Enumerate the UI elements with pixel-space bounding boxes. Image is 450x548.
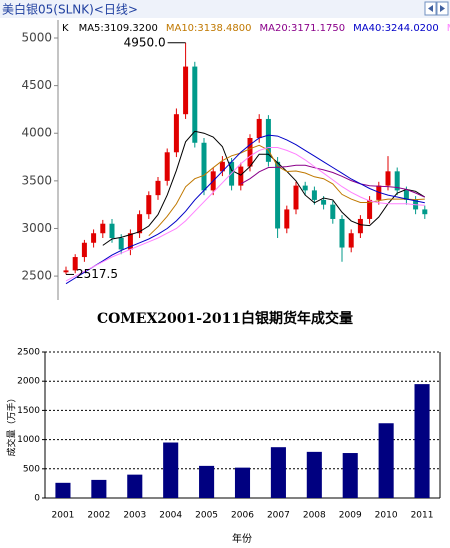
ma-line [65, 134, 425, 285]
y-tick-label: 4000 [21, 126, 52, 140]
candle-body [63, 270, 69, 273]
candle-body [302, 185, 308, 191]
candle-body [118, 238, 124, 250]
y-tick-label: 5000 [21, 31, 52, 45]
x-tick-label: 2003 [123, 511, 146, 521]
candle-body [164, 152, 170, 181]
x-tick-label: 2001 [52, 511, 75, 521]
candle-body [367, 199, 373, 219]
y-tick-label: 4500 [21, 78, 52, 92]
candle-body [81, 242, 87, 258]
annotation: 4950.0 [124, 35, 166, 49]
y-tick-label: 2500 [21, 269, 52, 283]
x-axis-title: 年份 [232, 532, 252, 545]
candle-body [219, 161, 225, 172]
ma-line [102, 130, 426, 246]
ma-line [240, 164, 426, 198]
bar [378, 423, 394, 498]
y-tick-label: 2000 [17, 377, 40, 387]
legend-entry: MA5:3109.3200 [79, 23, 158, 34]
candle-body [339, 218, 345, 248]
candle-body [348, 233, 354, 248]
legend-entry: MA20:3171.1750 [259, 23, 345, 34]
bar [414, 384, 430, 498]
candle-body [146, 195, 152, 215]
legend-entry: MA6 [447, 23, 450, 34]
bar [163, 442, 179, 498]
candle-body [403, 190, 409, 200]
candle-body [357, 218, 363, 234]
candle-body [238, 166, 244, 186]
candle-body [247, 138, 253, 167]
candle-body [183, 66, 189, 115]
candle-body [109, 223, 115, 238]
y-tick-label: 1000 [17, 435, 40, 445]
candle-body [72, 257, 78, 271]
candle-body [265, 118, 271, 162]
candle-body [275, 161, 281, 229]
bar [55, 482, 71, 498]
bar [127, 474, 143, 498]
y-axis-title: 成交量（万手） [6, 393, 18, 456]
candle-body [385, 171, 391, 186]
y-tick-label: 2500 [17, 348, 40, 358]
candle-body [127, 233, 133, 250]
bar [342, 453, 358, 498]
candle-body [192, 66, 198, 143]
candle-body [137, 214, 143, 234]
bar [199, 465, 215, 498]
y-tick-label: 500 [23, 464, 40, 474]
candle-body [311, 190, 317, 200]
legend-entry: MA40:3244.0200 [353, 23, 439, 34]
candle-body [284, 209, 290, 229]
candle-body [293, 185, 299, 210]
legend-entry: MA10:3138.4800 [166, 23, 252, 34]
candle-body [100, 223, 106, 234]
x-tick-label: 2002 [87, 511, 110, 521]
x-tick-label: 2008 [303, 511, 326, 521]
ma-line [65, 147, 425, 282]
ma-line [148, 144, 425, 237]
nav-left-icon [428, 5, 433, 12]
nav-right-icon [440, 5, 445, 12]
candle-body [201, 142, 207, 191]
x-tick-label: 2007 [267, 511, 290, 521]
x-tick-label: 2005 [195, 511, 218, 521]
candle-body [256, 118, 262, 138]
x-tick-label: 2004 [159, 511, 182, 521]
bar [270, 447, 286, 498]
candle-body [330, 204, 336, 219]
candle-body [173, 114, 179, 153]
candle-body [91, 233, 97, 243]
bar [91, 479, 107, 498]
x-tick-label: 2006 [231, 511, 254, 521]
candle-body [321, 199, 327, 205]
bar-chart-title: COMEX2001-2011白银期货年成交量 [97, 310, 353, 327]
y-tick-label: 0 [34, 494, 40, 504]
legend-entry: K [62, 23, 69, 34]
x-tick-label: 2009 [339, 511, 362, 521]
candle-body [394, 171, 400, 191]
bar [234, 467, 251, 498]
candle-body [422, 209, 428, 215]
header-bar [0, 0, 450, 18]
candle-body [155, 180, 161, 196]
y-tick-label: 3000 [21, 221, 52, 235]
y-tick-label: 3500 [21, 173, 52, 187]
annotation: 2517.5 [76, 267, 118, 281]
x-tick-label: 2010 [375, 511, 398, 521]
bar [306, 451, 322, 498]
y-tick-label: 1500 [17, 406, 40, 416]
x-tick-label: 2011 [411, 511, 434, 521]
header-title: 美白银05(SLNK)<日线> [2, 2, 138, 17]
